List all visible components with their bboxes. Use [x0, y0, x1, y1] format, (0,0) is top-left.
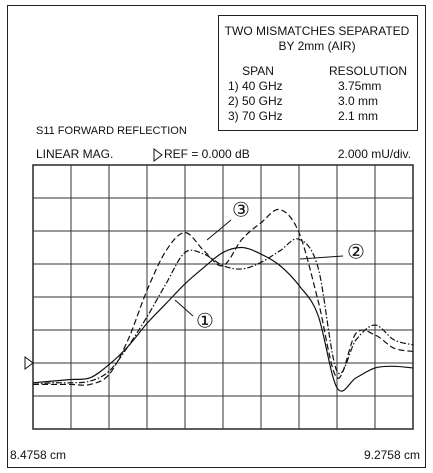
series-label: ① — [196, 310, 214, 332]
info-title: TWO MISMATCHES SEPARATED — [225, 24, 410, 38]
info-cell: 1) 40 GHz — [228, 79, 283, 93]
mode-label: LINEAR MAG. — [36, 147, 113, 161]
info-cell: 2.1 mm — [338, 109, 378, 123]
series-label: ② — [347, 241, 365, 263]
reference-marker — [24, 356, 34, 370]
info-cell: 3.0 mm — [338, 94, 378, 108]
info-cell: 2) 50 GHz — [228, 94, 283, 108]
ref-icon — [153, 148, 163, 162]
leader-line — [174, 299, 194, 317]
series-label: ③ — [232, 199, 250, 221]
info-header: RESOLUTION — [329, 64, 407, 78]
info-box — [218, 15, 418, 131]
leader-line — [299, 255, 344, 260]
scale-label: 2.000 mU/div. — [338, 147, 411, 161]
info-title: BY 2mm (AIR) — [278, 39, 355, 53]
trace — [32, 246, 414, 392]
x-tick-label: 8.4758 cm — [10, 448, 66, 462]
leader-line — [206, 219, 232, 241]
info-header: SPAN — [242, 64, 274, 78]
chart-title: S11 FORWARD REFLECTION — [36, 125, 187, 137]
outer-frame — [7, 5, 426, 468]
info-cell: 3) 70 GHz — [228, 109, 283, 123]
reference-label: REF = 0.000 dB — [164, 147, 250, 161]
info-cell: 3.75mm — [338, 79, 381, 93]
trace — [33, 208, 414, 386]
x-tick-label: 9.2758 cm — [364, 448, 420, 462]
